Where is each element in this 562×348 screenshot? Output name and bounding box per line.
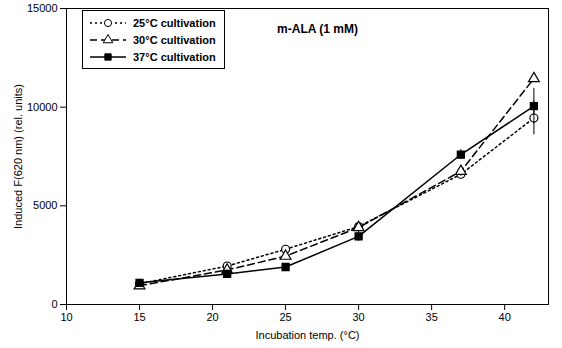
html-text:37°C cultivation: 37°C cultivation — [133, 50, 216, 63]
svg-text:30: 30 — [352, 311, 364, 323]
svg-text:15000: 15000 — [27, 2, 58, 14]
svg-text:25: 25 — [279, 311, 291, 323]
svg-text:40: 40 — [499, 311, 511, 323]
svg-text:5000: 5000 — [33, 199, 57, 211]
html-text:30°C cultivation: 30°C cultivation — [133, 33, 216, 46]
svg-text:15: 15 — [133, 311, 145, 323]
svg-text:10000: 10000 — [27, 101, 58, 113]
svg-text:Incubation temp. (°C): Incubation temp. (°C) — [255, 329, 359, 341]
svg-text:Induced F(620 nm) (rel. units): Induced F(620 nm) (rel. units) — [12, 84, 24, 229]
svg-text:10: 10 — [60, 311, 72, 323]
svg-text:0: 0 — [51, 298, 57, 310]
svg-text:m-ALA (1 mM): m-ALA (1 mM) — [277, 22, 358, 36]
svg-text:35: 35 — [426, 311, 438, 323]
svg-text:20: 20 — [206, 311, 218, 323]
html-text:25°C cultivation: 25°C cultivation — [133, 16, 216, 29]
